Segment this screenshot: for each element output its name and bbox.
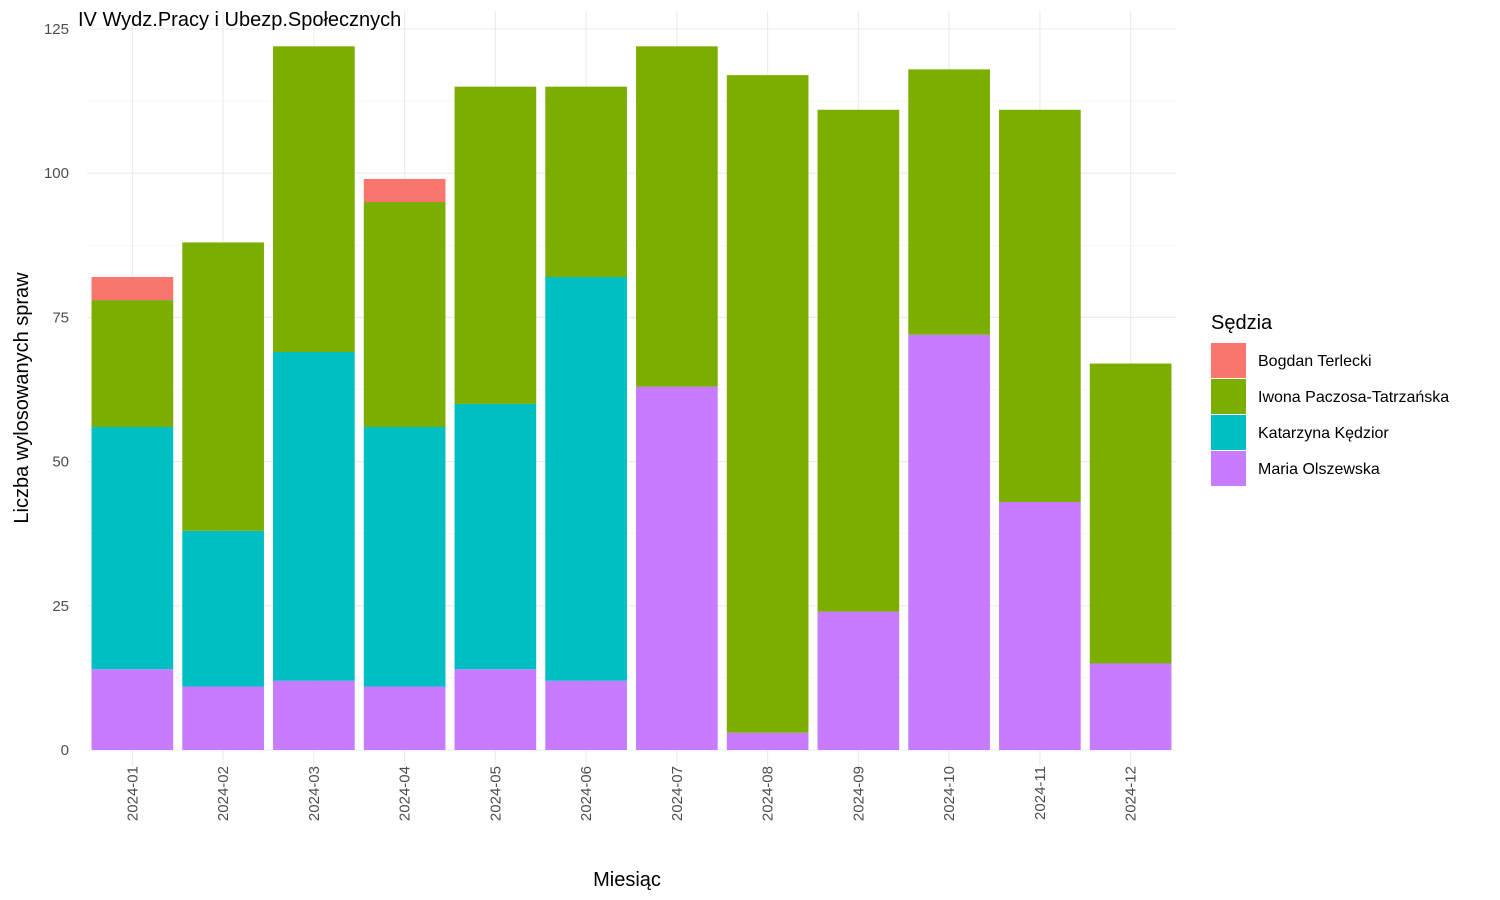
y-tick-label: 100: [44, 165, 69, 182]
x-tick-label: 2024-06: [578, 766, 595, 821]
y-tick-label: 125: [44, 21, 69, 38]
bar-segment-2024-06-iwona-paczosa-tatrzan-ska: [545, 86, 627, 278]
legend: Sędzia Bogdan Terlecki Iwona Paczosa-Tatr…: [1211, 312, 1449, 486]
bar-segment-2024-05-iwona-paczosa-tatrzan-ska: [454, 86, 537, 404]
bar-segment-2024-11-iwona-paczosa-tatrzan-ska: [999, 109, 1081, 502]
x-tick-label: 2024-02: [215, 766, 232, 821]
bars: [91, 46, 1172, 750]
bar-segment-2024-11-maria-olszewska: [999, 501, 1081, 750]
x-tick-label: 2024-05: [487, 766, 504, 821]
bar-segment-2024-03-maria-olszewska: [273, 680, 355, 750]
legend-label: Bogdan Terlecki: [1258, 353, 1372, 370]
bar-segment-2024-04-iwona-paczosa-tatrzan-ska: [363, 202, 446, 427]
bar-segment-2024-02-maria-olszewska: [182, 686, 264, 750]
bar-segment-2024-08-iwona-paczosa-tatrzan-ska: [726, 75, 809, 733]
x-tick-label: 2024-09: [850, 766, 867, 821]
bar-segment-2024-04-maria-olszewska: [363, 686, 446, 750]
x-tick-label: 2024-10: [941, 766, 958, 821]
bar-segment-2024-05-maria-olszewska: [454, 669, 537, 750]
bar-segment-2024-02-iwona-paczosa-tatrzan-ska: [182, 242, 264, 531]
chart-title: IV Wydz.Pracy i Ubezp.Społecznych: [78, 9, 401, 31]
bar-segment-2024-04-bogdan-terlecki: [363, 178, 446, 203]
legend-label: Iwona Paczosa-Tatrzańska: [1258, 389, 1449, 406]
x-tick-label: 2024-07: [669, 766, 686, 821]
bar-segment-2024-12-maria-olszewska: [1089, 663, 1172, 750]
bar-segment-2024-07-maria-olszewska: [636, 386, 718, 750]
bar-segment-2024-02-katarzyna-ke-dzior: [182, 530, 264, 687]
legend-label: Katarzyna Kędzior: [1258, 425, 1389, 442]
bar-segment-2024-09-maria-olszewska: [817, 611, 900, 750]
bar-segment-2024-06-katarzyna-ke-dzior: [545, 277, 627, 681]
legend-swatch: [1211, 415, 1246, 450]
x-tick-label: 2024-08: [760, 766, 777, 821]
x-axis-ticks: 2024-01 2024-02 2024-03 2024-04 2024-05 2024-…: [124, 766, 1139, 821]
bar-segment-2024-03-katarzyna-ke-dzior: [273, 352, 355, 681]
bar-segment-2024-06-maria-olszewska: [545, 680, 627, 750]
bar-segment-2024-05-katarzyna-ke-dzior: [454, 403, 537, 670]
legend-swatch: [1211, 451, 1246, 486]
bar-segment-2024-04-katarzyna-ke-dzior: [363, 426, 446, 687]
bar-segment-2024-01-katarzyna-ke-dzior: [91, 426, 174, 670]
bar-segment-2024-10-iwona-paczosa-tatrzan-ska: [908, 69, 990, 335]
y-tick-label: 50: [52, 454, 69, 471]
x-tick-label: 2024-12: [1123, 766, 1140, 821]
y-axis-ticks: 0 25 50 75 100 125: [44, 21, 69, 759]
y-tick-label: 0: [61, 742, 69, 759]
bar-segment-2024-03-iwona-paczosa-tatrzan-ska: [273, 46, 355, 353]
bar-segment-2024-01-iwona-paczosa-tatrzan-ska: [91, 300, 174, 427]
x-axis-title: Miesiąc: [593, 869, 661, 891]
y-tick-label: 75: [52, 309, 69, 326]
legend-swatch: [1211, 343, 1246, 378]
y-axis-title: Liczba wylosowanych spraw: [11, 272, 33, 524]
y-tick-label: 25: [52, 598, 69, 615]
x-tick-label: 2024-01: [124, 766, 141, 821]
bar-segment-2024-01-maria-olszewska: [91, 669, 174, 750]
x-tick-label: 2024-11: [1032, 766, 1049, 820]
x-tick-label: 2024-04: [397, 766, 414, 821]
legend-swatch: [1211, 379, 1246, 414]
bar-segment-2024-10-maria-olszewska: [908, 334, 990, 750]
legend-label: Maria Olszewska: [1258, 461, 1380, 478]
legend-title: Sędzia: [1211, 312, 1273, 334]
bar-segment-2024-09-iwona-paczosa-tatrzan-ska: [817, 109, 900, 612]
bar-segment-2024-01-bogdan-terlecki: [91, 277, 174, 301]
x-tick-label: 2024-03: [306, 766, 323, 821]
bar-segment-2024-08-maria-olszewska: [726, 732, 809, 750]
bar-segment-2024-07-iwona-paczosa-tatrzan-ska: [636, 46, 718, 387]
bar-segment-2024-12-iwona-paczosa-tatrzan-ska: [1089, 363, 1172, 664]
